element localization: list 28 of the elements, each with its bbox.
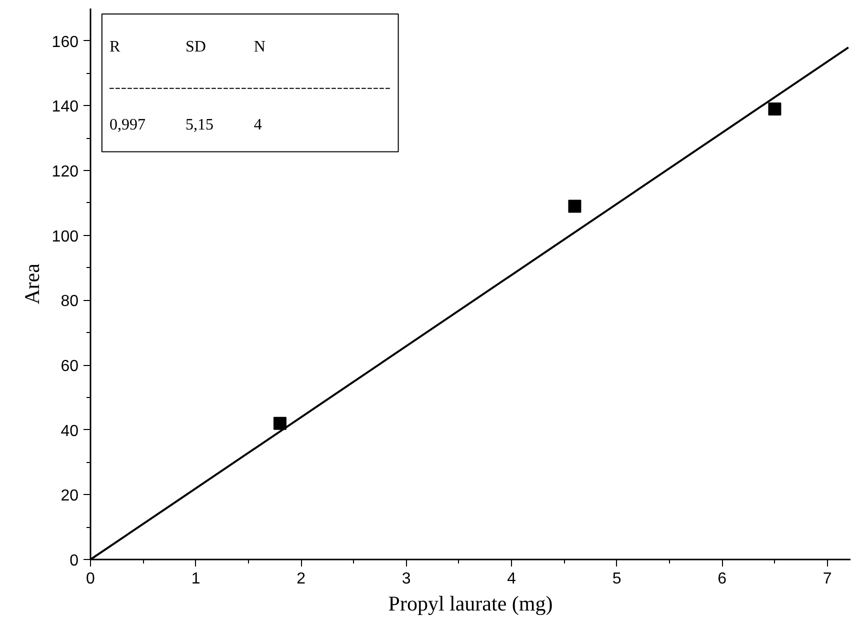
x-axis-title: Propyl laurate (mg) <box>388 592 553 616</box>
x-tick-label: 4 <box>507 570 516 588</box>
y-axis-title: Area <box>20 262 44 304</box>
annotation: 4 <box>254 116 262 134</box>
x-tick-label: 3 <box>402 570 411 588</box>
y-tick-label: 20 <box>60 488 79 505</box>
y-tick-label: 120 <box>52 164 79 181</box>
x-tick-label: 5 <box>612 570 622 588</box>
annotation: SD <box>186 38 206 56</box>
annotation: R <box>110 38 120 56</box>
annotation: 5,15 <box>186 116 214 134</box>
x-tick-label: 1 <box>191 570 200 588</box>
annotation: N <box>254 38 266 56</box>
annotation: 0,997 <box>110 116 146 134</box>
x-tick-label: 6 <box>718 570 727 588</box>
y-tick-label: 60 <box>60 358 79 376</box>
y-tick-label: 0 <box>70 552 79 570</box>
y-tick-label: 40 <box>60 422 79 440</box>
y-tick-label: 160 <box>52 34 79 51</box>
point <box>568 200 582 213</box>
x-tick-label: 7 <box>822 570 832 588</box>
x-tick-label: 2 <box>296 570 306 588</box>
x-tick-label: 0 <box>86 570 96 588</box>
y-tick-label: 140 <box>52 98 79 116</box>
point <box>273 416 286 430</box>
y-tick-label: 100 <box>52 228 79 246</box>
point <box>768 102 782 116</box>
y-tick-label: 80 <box>60 293 79 310</box>
